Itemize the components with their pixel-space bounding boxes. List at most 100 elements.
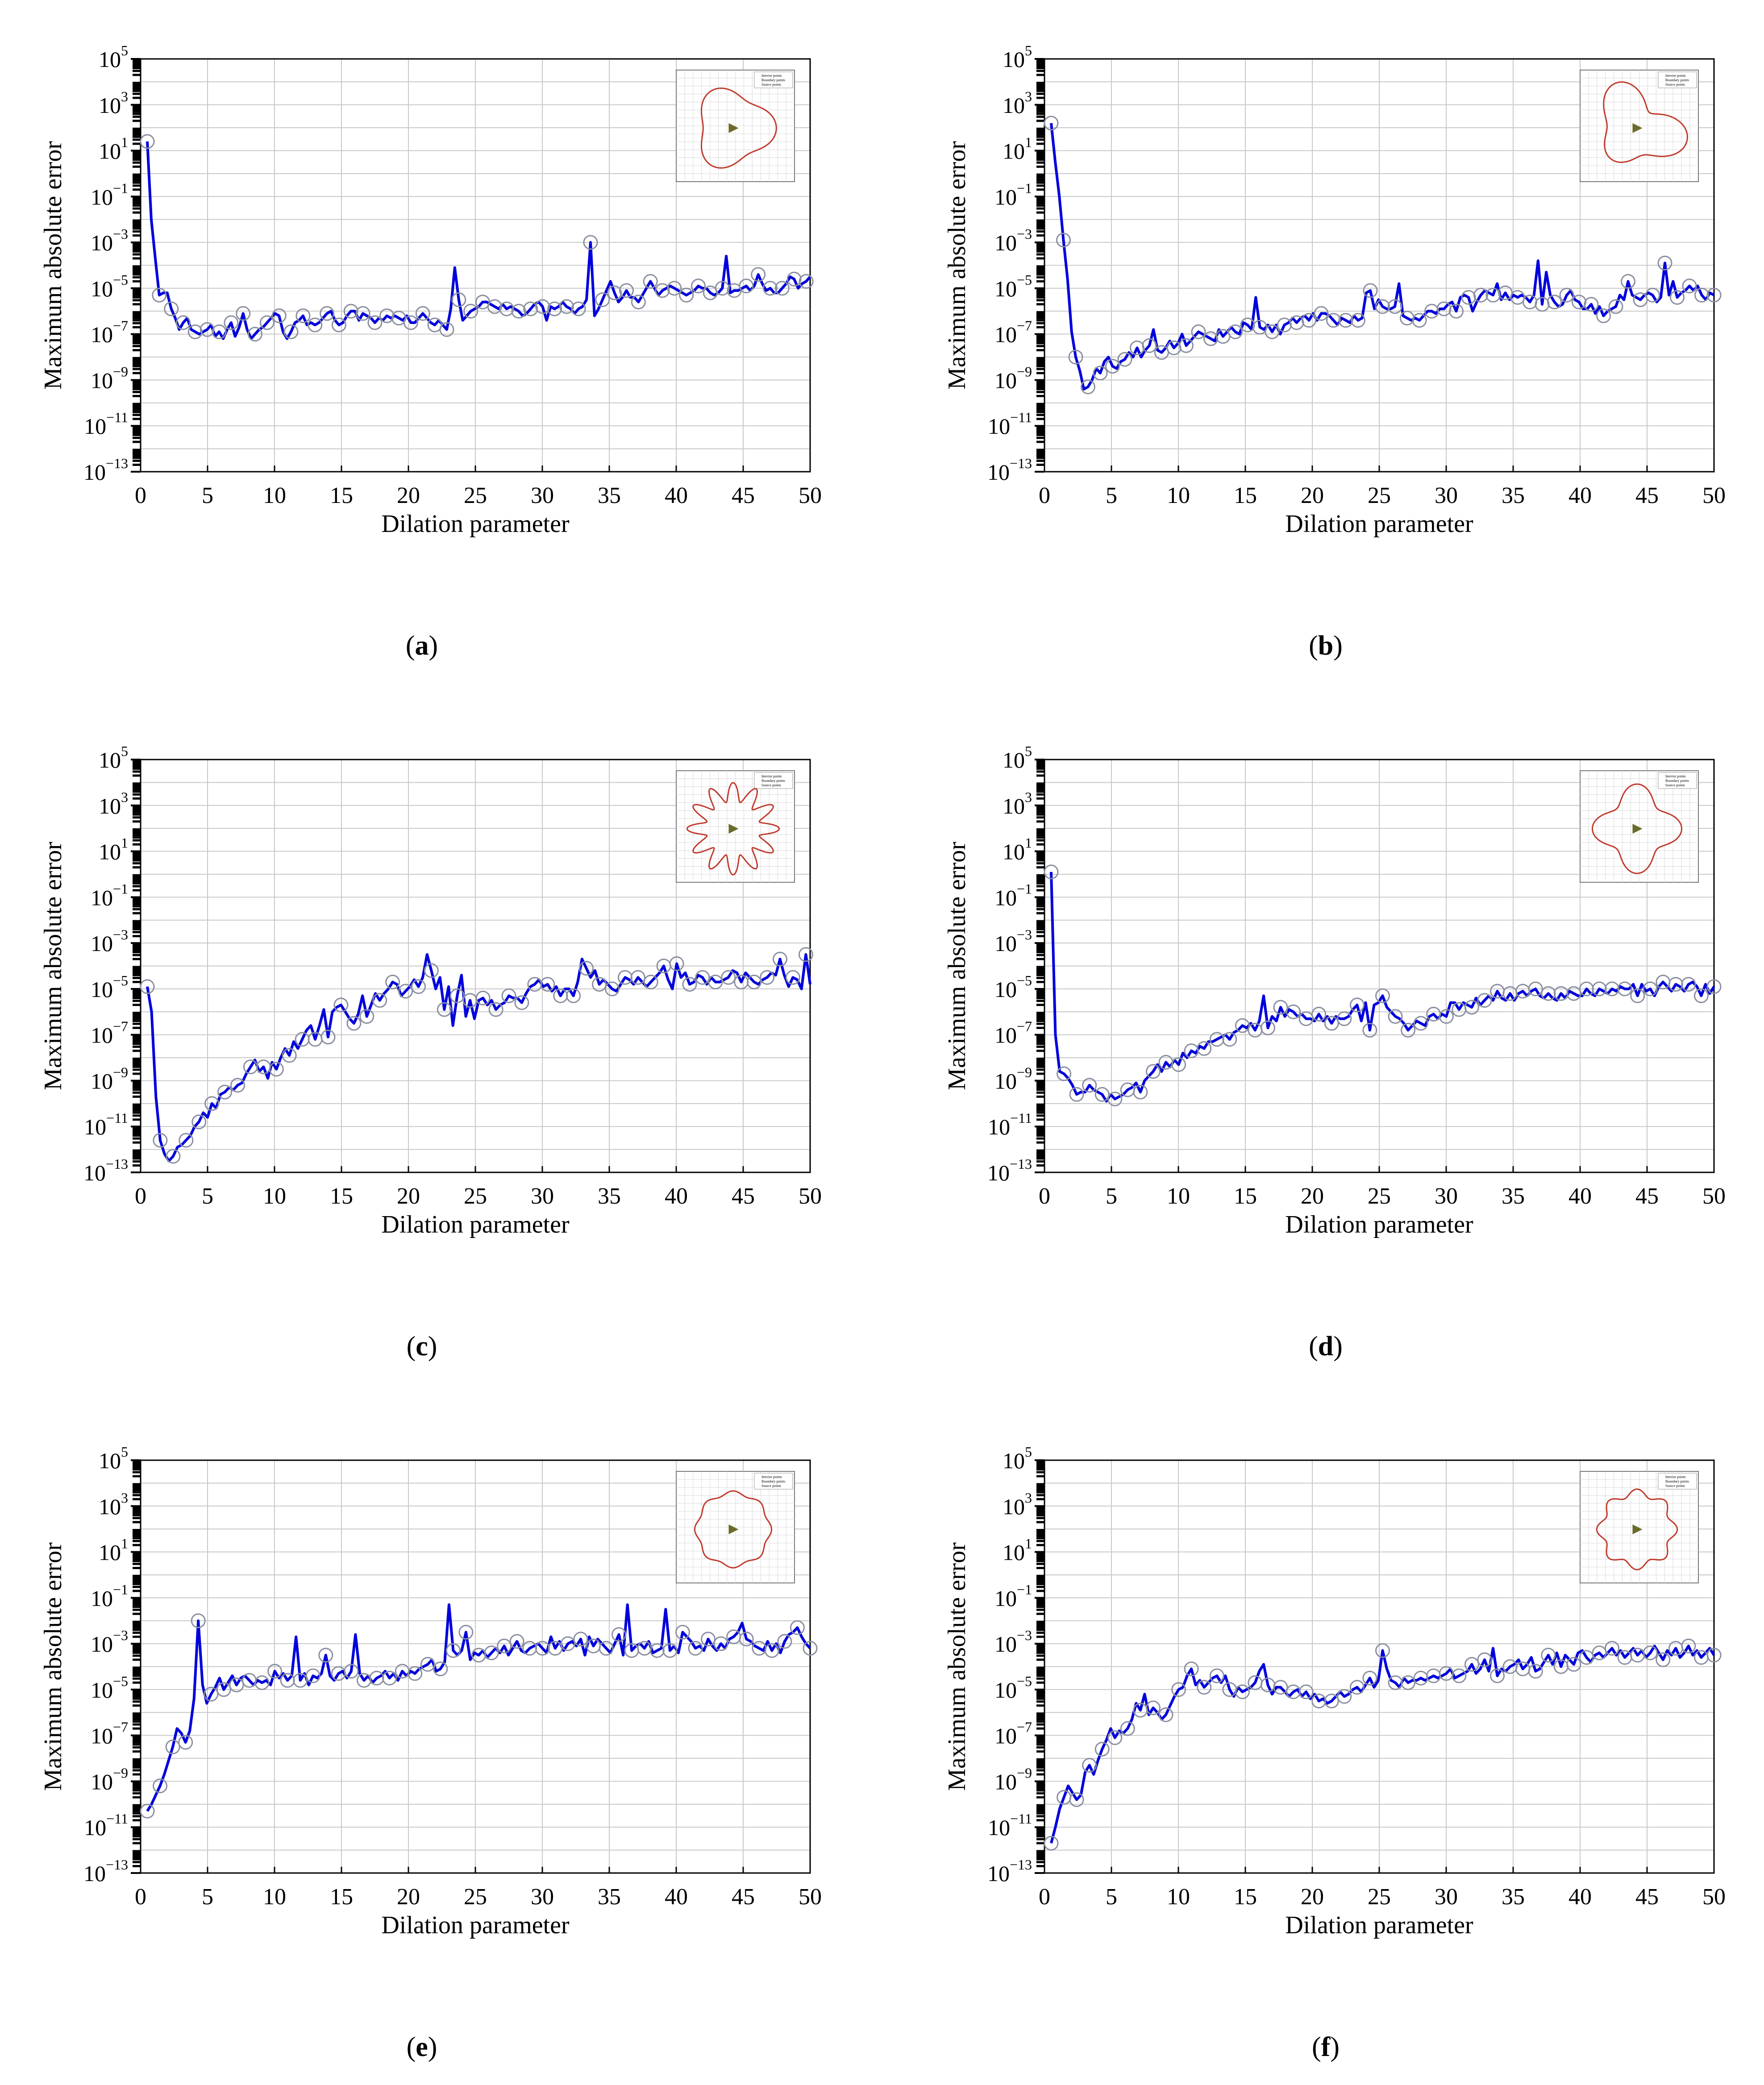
x-axis-label: Dilation parameter (1285, 510, 1473, 538)
data-point-marker (166, 1149, 181, 1164)
data-point-marker (799, 274, 814, 289)
data-point-marker (1388, 1009, 1403, 1024)
y-tick-label: 10−5 (91, 1673, 128, 1703)
data-point-marker (408, 1666, 423, 1681)
data-point-marker (382, 1670, 397, 1686)
data-point-marker (798, 947, 813, 962)
panel-label: (c) (407, 1331, 437, 1362)
data-point-marker (1298, 1684, 1314, 1699)
inset-source-points (728, 123, 739, 133)
x-tick-label: 30 (1435, 1184, 1458, 1209)
data-point-marker (607, 285, 622, 300)
data-point-marker (1566, 986, 1581, 1001)
data-point-marker (1584, 297, 1599, 312)
data-point-marker (305, 1668, 320, 1683)
data-point-marker (433, 1661, 448, 1677)
y-tick-label: 10−3 (994, 926, 1032, 956)
y-tick-label: 10−11 (988, 1811, 1032, 1840)
data-point-marker (595, 292, 610, 307)
data-point-marker (1681, 1638, 1696, 1653)
data-point-marker (216, 1682, 231, 1697)
data-point-marker (204, 1686, 219, 1702)
x-tick-label: 50 (1702, 1884, 1726, 1910)
data-point-marker (320, 1030, 336, 1045)
y-tick-label: 10−5 (994, 272, 1032, 301)
data-point-marker (566, 988, 581, 1003)
data-point-marker (760, 970, 775, 985)
x-tick-label: 0 (135, 1184, 146, 1209)
x-tick-label: 45 (732, 483, 755, 508)
x-tick-label: 35 (1502, 483, 1525, 508)
y-axis-label: Maximum absolute error (943, 1542, 971, 1791)
x-tick-label: 30 (531, 1884, 554, 1910)
inset-legend (754, 772, 793, 789)
data-point-marker (1068, 349, 1083, 365)
inset-legend-entry: Source points (761, 1484, 781, 1488)
data-point-marker (1142, 338, 1157, 353)
data-point-marker (1197, 1041, 1212, 1056)
y-tick-label: 10−5 (994, 1673, 1032, 1703)
data-point-marker (786, 271, 802, 287)
data-point-marker (187, 324, 203, 339)
inset-boundary-curve (1596, 1488, 1678, 1570)
y-tick-label: 10−1 (91, 881, 128, 910)
data-point-marker (191, 1613, 206, 1628)
data-point-marker (344, 1664, 359, 1679)
data-point-marker (1286, 1004, 1301, 1019)
y-tick-label: 10−11 (84, 409, 128, 439)
y-tick-label: 10−11 (84, 1110, 128, 1139)
y-tick-label: 103 (99, 1490, 128, 1519)
data-point-marker (1452, 1668, 1467, 1683)
data-point-marker (1277, 317, 1292, 332)
data-point-marker (1670, 290, 1685, 305)
x-tick-label: 0 (1039, 483, 1050, 508)
x-tick-label: 10 (1167, 1884, 1190, 1910)
panel-label: (f) (1312, 2032, 1340, 2062)
data-point-marker (1044, 1836, 1059, 1851)
y-tick-label: 10−3 (994, 1627, 1032, 1657)
data-point-marker (1473, 287, 1488, 303)
y-tick-label: 10−1 (91, 1581, 128, 1611)
data-point-marker (715, 281, 730, 296)
inset-legend-entry: Boundary points (1665, 78, 1689, 82)
data-point-marker (1094, 1742, 1110, 1757)
data-point-marker (1044, 864, 1059, 880)
data-point-marker (1681, 977, 1696, 992)
data-point-marker (164, 301, 179, 316)
x-tick-label: 5 (1106, 483, 1117, 508)
data-point-marker (179, 1133, 194, 1148)
data-point-marker (643, 975, 658, 989)
series-line (1050, 872, 1715, 1103)
y-tick-label: 101 (1003, 1536, 1032, 1565)
data-point-marker (1094, 1087, 1110, 1102)
data-point-marker (688, 1641, 703, 1656)
inset-legend (1658, 1473, 1697, 1490)
data-point-marker (1547, 295, 1562, 310)
y-tick-label: 10−9 (91, 1765, 128, 1794)
data-point-marker (1311, 1006, 1327, 1022)
data-point-marker (721, 970, 736, 985)
inset-source-points (1632, 824, 1643, 834)
y-tick-label: 10−5 (994, 972, 1032, 1002)
data-point-marker (713, 1636, 728, 1651)
data-point-marker (333, 997, 349, 1013)
inset-legend-entry: Boundary points (761, 78, 785, 82)
data-point-marker (1375, 299, 1390, 314)
data-point-marker (283, 324, 299, 339)
data-point-marker (1608, 299, 1623, 314)
inset-legend-entry: Source points (1665, 83, 1685, 87)
data-point-marker (449, 988, 465, 1003)
data-point-marker (691, 278, 706, 294)
data-point-marker (1621, 274, 1635, 289)
x-tick-label: 15 (1234, 483, 1257, 508)
data-point-marker (318, 1648, 333, 1663)
y-tick-label: 10−7 (994, 1719, 1032, 1749)
data-point-marker (1401, 1022, 1416, 1038)
inset-legend-entry: Interior points (1665, 774, 1686, 778)
data-point-marker (1105, 359, 1120, 374)
data-point-marker (178, 1735, 193, 1750)
data-point-marker (1363, 283, 1378, 298)
data-point-marker (1464, 1000, 1479, 1015)
data-point-marker (790, 1620, 805, 1635)
